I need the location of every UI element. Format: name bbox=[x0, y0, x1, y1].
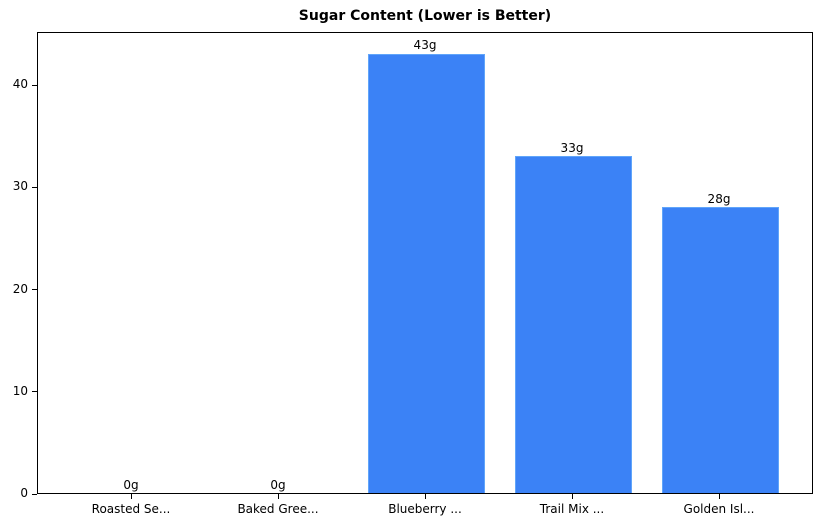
x-tick-label: Blueberry ... bbox=[388, 502, 462, 516]
chart-title: Sugar Content (Lower is Better) bbox=[298, 8, 552, 24]
x-tick bbox=[425, 494, 426, 499]
bar-value-label: 43g bbox=[413, 38, 437, 53]
bar-value-label: 28g bbox=[707, 191, 731, 206]
y-tick bbox=[32, 84, 37, 86]
x-tick-label: Baked Gree... bbox=[237, 502, 319, 516]
y-tick-label: 30 bbox=[12, 179, 28, 194]
x-tick bbox=[572, 494, 573, 499]
y-tick-label: 40 bbox=[12, 77, 28, 92]
bar-value-label: 33g bbox=[560, 140, 584, 155]
y-tick bbox=[32, 289, 37, 291]
x-tick-label: Golden Isl... bbox=[683, 502, 755, 516]
x-tick bbox=[131, 494, 132, 499]
x-tick-label: Roasted Se... bbox=[91, 502, 171, 516]
y-tick bbox=[32, 391, 37, 393]
bar-value-label: 0g bbox=[270, 478, 286, 492]
y-tick-label: 20 bbox=[12, 281, 28, 296]
bar bbox=[661, 206, 779, 493]
y-tick-label: 10 bbox=[12, 383, 28, 398]
x-tick bbox=[278, 494, 279, 499]
x-tick bbox=[719, 494, 720, 499]
y-tick bbox=[32, 186, 37, 188]
bar bbox=[367, 53, 485, 493]
x-tick-label: Trail Mix ... bbox=[539, 502, 605, 516]
bar bbox=[514, 155, 632, 493]
y-tick bbox=[32, 493, 37, 495]
y-tick-label: 0 bbox=[20, 486, 28, 500]
plot-area bbox=[37, 32, 813, 494]
bar-value-label: 0g bbox=[123, 478, 139, 492]
